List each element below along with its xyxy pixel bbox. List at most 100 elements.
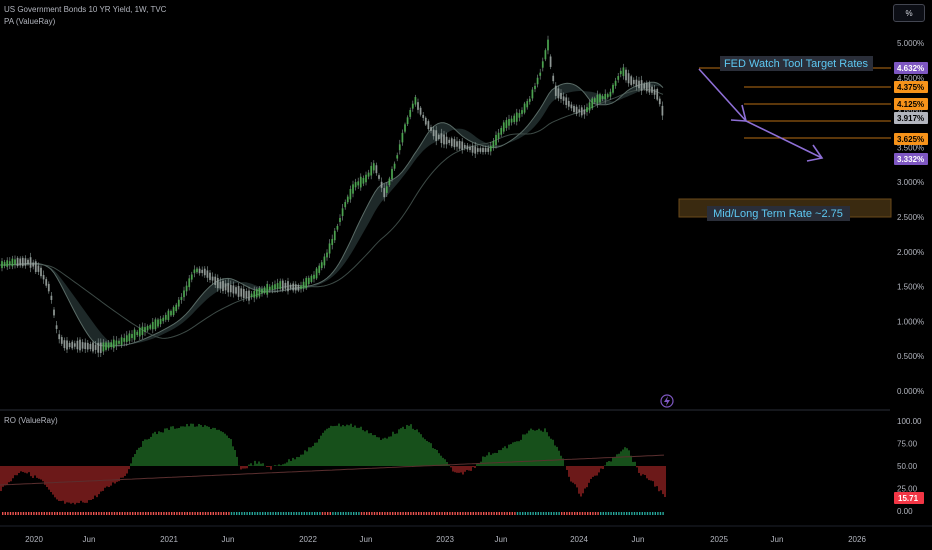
forecast-arrow[interactable] — [698, 68, 823, 159]
price-tick-label: 3.000% — [897, 178, 924, 187]
oscillator-tick-label: 100.00 — [897, 417, 922, 426]
oscillator-dot — [472, 512, 474, 515]
candle-body — [209, 272, 211, 280]
oscillator-bar — [24, 466, 26, 473]
oscillator-bar — [226, 435, 228, 466]
indicator-legend-ro[interactable]: RO (ValueRay) — [4, 416, 58, 425]
oscillator-bar — [656, 466, 658, 487]
candle-body — [445, 136, 448, 145]
candle-body — [136, 331, 139, 335]
oscillator-bar — [200, 425, 202, 466]
oscillator-bar — [160, 432, 162, 466]
candle-body — [435, 130, 438, 141]
oscillator-dot — [113, 512, 116, 515]
oscillator-bar — [54, 466, 56, 498]
candle-body — [352, 184, 354, 194]
candle-body — [526, 101, 529, 108]
oscillator-bar — [658, 466, 660, 492]
candle-body — [404, 124, 406, 132]
oscillator-dot — [470, 512, 472, 515]
candle-body — [653, 89, 656, 95]
oscillator-bar — [650, 466, 652, 481]
oscillator-dot — [644, 512, 646, 515]
oscillator-dot — [215, 512, 217, 515]
oscillator-bar — [540, 430, 542, 466]
price-axis[interactable]: 5.000%4.500%4.000%3.500%3.000%2.500%2.00… — [897, 39, 924, 396]
oscillator-bar — [286, 462, 288, 466]
oscillator-dot — [576, 512, 578, 515]
candle-body — [253, 290, 256, 298]
oscillator-dot — [15, 512, 17, 515]
percent-scale-button[interactable]: % — [893, 4, 925, 22]
oscillator-dot — [212, 512, 214, 515]
fed-watch-label-bg[interactable] — [720, 56, 873, 71]
candle-body — [271, 285, 274, 290]
candle-body — [112, 339, 115, 349]
candle-body — [638, 80, 640, 89]
oscillator-bar — [48, 466, 50, 490]
oscillator-bar — [446, 461, 448, 466]
oscillator-bar — [84, 466, 86, 503]
ma-ribbon — [0, 82, 663, 347]
oscillator-bar — [72, 466, 74, 503]
candle-body — [229, 284, 232, 293]
candle-body — [92, 342, 94, 352]
oscillator-dot — [228, 512, 230, 515]
oscillator-bar — [474, 466, 476, 468]
time-axis[interactable]: 2020 Jun 2021 Jun 2022 Jun 2023 Jun 2024 Jun 2025 J… — [25, 535, 866, 544]
ma-slow-line — [0, 88, 664, 339]
oscillator-dot — [308, 512, 311, 515]
time-tick-label: 2025 — [710, 535, 728, 544]
oscillator-dot — [22, 512, 25, 515]
oscillator-bar — [568, 466, 570, 477]
candle-body — [658, 98, 661, 105]
oscillator-bar — [510, 444, 512, 466]
oscillator-bar — [74, 466, 76, 505]
oscillator-bar — [44, 466, 46, 485]
oscillator-dot — [80, 512, 82, 515]
oscillator-bar — [82, 466, 84, 503]
oscillator-bar — [62, 466, 64, 501]
oscillator-dot — [298, 512, 300, 515]
fed-watch-label[interactable]: FED Watch Tool Target Rates — [724, 58, 869, 70]
oscillator-bar — [108, 466, 110, 488]
oscillator-dot — [306, 512, 308, 515]
oscillator-bar — [616, 454, 618, 466]
candle-body — [393, 163, 396, 169]
mid-long-label-bg[interactable] — [707, 206, 850, 221]
oscillator-dot — [561, 512, 563, 515]
oscillator-bar — [466, 466, 468, 471]
oscillator-dot — [532, 512, 534, 515]
oscillator-dot — [295, 512, 298, 515]
oscillator-bar — [124, 466, 126, 476]
oscillator-bar — [356, 427, 358, 466]
candle-body — [484, 148, 487, 152]
mid-long-label[interactable]: Mid/Long Term Rate ~2.75 — [713, 208, 843, 220]
oscillator-axis[interactable]: 100.00 75.00 50.00 25.00 0.00 — [897, 417, 922, 516]
oscillator-bar — [394, 433, 396, 466]
oscillator-dot — [568, 512, 571, 515]
oscillator-bar — [86, 466, 88, 503]
oscillator-dot — [220, 512, 222, 515]
oscillator-bar — [504, 446, 506, 466]
candle-body — [419, 107, 422, 115]
candle-body — [508, 118, 510, 126]
oscillator-bar — [588, 466, 590, 483]
symbol-legend[interactable]: US Government Bonds 10 YR Yield, 1W, TVC — [4, 5, 167, 14]
oscillator-dot — [589, 512, 591, 515]
price-tick-label: 4.500% — [897, 74, 924, 83]
oscillator-bar — [252, 465, 254, 466]
indicator-legend-pa[interactable]: PA (ValueRay) — [4, 17, 56, 26]
oscillator-dot — [116, 512, 118, 515]
oscillator-dot — [628, 512, 630, 515]
lightning-icon[interactable] — [660, 394, 674, 408]
candle-body — [42, 275, 45, 280]
oscillator-bar — [380, 439, 382, 466]
oscillator-value-tag: 15.71 — [894, 492, 924, 504]
oscillator-dot — [95, 512, 97, 515]
oscillator-bar — [302, 454, 304, 466]
candle-body — [250, 293, 253, 298]
oscillator-dot — [527, 512, 529, 515]
time-tick-label: Jun — [83, 535, 96, 544]
